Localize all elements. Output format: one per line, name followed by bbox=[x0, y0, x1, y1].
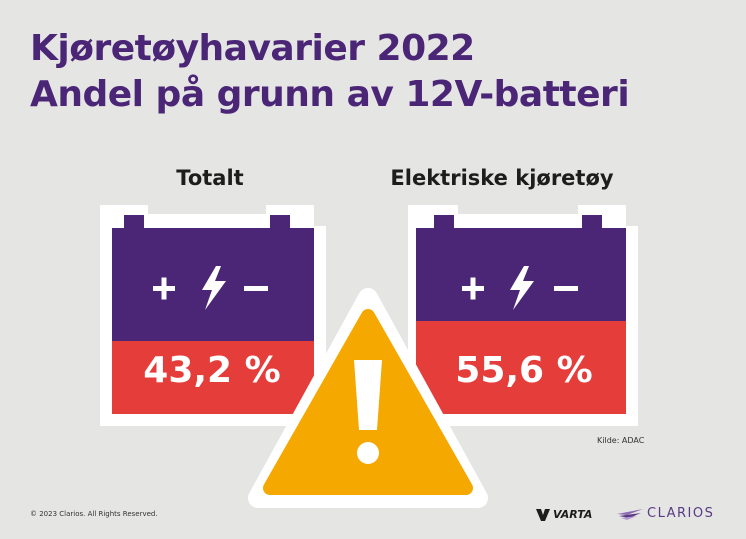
battery-total-icon bbox=[100, 205, 326, 426]
battery-label-total: Totalt bbox=[176, 166, 244, 190]
varta-logo: VARTA bbox=[536, 508, 592, 521]
battery-value-total: 43,2 % bbox=[143, 350, 281, 391]
source-note: Kilde: ADAC bbox=[597, 436, 645, 445]
battery-electric-icon bbox=[408, 205, 638, 426]
title-line-1: Kjøretøyhavarier 2022 bbox=[30, 28, 475, 69]
lightning-icon bbox=[202, 266, 226, 310]
copyright-text: © 2023 Clarios. All Rights Reserved. bbox=[30, 510, 158, 518]
warning-icon bbox=[248, 288, 488, 508]
clarios-mark-icon bbox=[617, 508, 643, 520]
clarios-logo: CLARIOS bbox=[617, 506, 714, 521]
title-line-2: Andel på grunn av 12V-batteri bbox=[30, 74, 630, 115]
page-title: Kjøretøyhavarier 2022 Andel på grunn av … bbox=[30, 26, 630, 118]
battery-value-electric: 55,6 % bbox=[455, 350, 593, 391]
varta-mark-icon bbox=[536, 508, 550, 521]
battery-label-electric: Elektriske kjøretøy bbox=[390, 166, 614, 190]
varta-logo-text: VARTA bbox=[553, 508, 593, 521]
minus-icon bbox=[244, 286, 268, 291]
clarios-logo-text: CLARIOS bbox=[647, 506, 715, 521]
